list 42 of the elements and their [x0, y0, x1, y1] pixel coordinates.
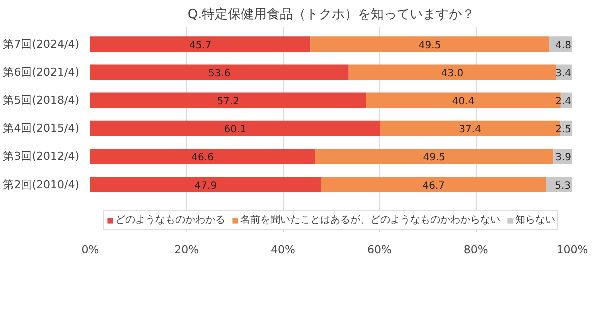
legend-label: 名前を聞いたことはあるが、どのようなものかわからない [240, 214, 500, 227]
text: 3.9 [556, 152, 572, 164]
text: 45.7 [190, 40, 212, 52]
text: 53.6 [208, 68, 231, 80]
x-tick-label: 0% [82, 244, 100, 256]
x-tick-label: 40% [271, 244, 296, 256]
y-tick-label: 第2回(2010/4) [3, 178, 80, 192]
text: 46.6 [192, 152, 214, 164]
text: 4.8 [556, 40, 572, 52]
bar [90, 36, 311, 52]
bar [315, 148, 554, 164]
text: 46.7 [422, 180, 446, 192]
bar [90, 177, 322, 192]
text: 40.4 [452, 96, 475, 108]
text: 5.3 [555, 180, 572, 192]
y-tick-label: 第4回(2015/4) [3, 122, 80, 136]
y-tick-label: 第3回(2012/4) [3, 150, 80, 164]
legend-label: 知らない [516, 214, 556, 227]
bar [90, 148, 316, 164]
text: 60.1 [224, 124, 246, 136]
text: 37.4 [459, 124, 482, 136]
text: 43.0 [441, 68, 464, 80]
x-tick-label: 100% [556, 244, 588, 256]
text: 57.2 [217, 96, 240, 108]
bar [310, 36, 550, 52]
x-tick-label: 80% [464, 244, 488, 256]
text: 47.9 [194, 180, 218, 192]
y-tick-label: 第7回(2024/4) [3, 38, 80, 51]
bar [321, 177, 546, 192]
text: 49.5 [423, 152, 446, 164]
bar [90, 92, 366, 108]
bar [90, 64, 349, 80]
y-tick-label: 第5回(2018/4) [3, 94, 80, 108]
legend-label: どのようなものかわかる [116, 214, 226, 227]
x-tick-label: 60% [367, 244, 392, 256]
bar [90, 120, 380, 136]
chart-title: Q.特定保健用食品（トクホ）を知っていますか？ [188, 8, 476, 22]
bar [348, 64, 556, 80]
x-tick-label: 20% [174, 244, 200, 256]
y-tick-label: 第6回(2021/4) [3, 66, 80, 79]
text: 3.4 [556, 68, 572, 80]
text: 49.5 [418, 40, 442, 52]
